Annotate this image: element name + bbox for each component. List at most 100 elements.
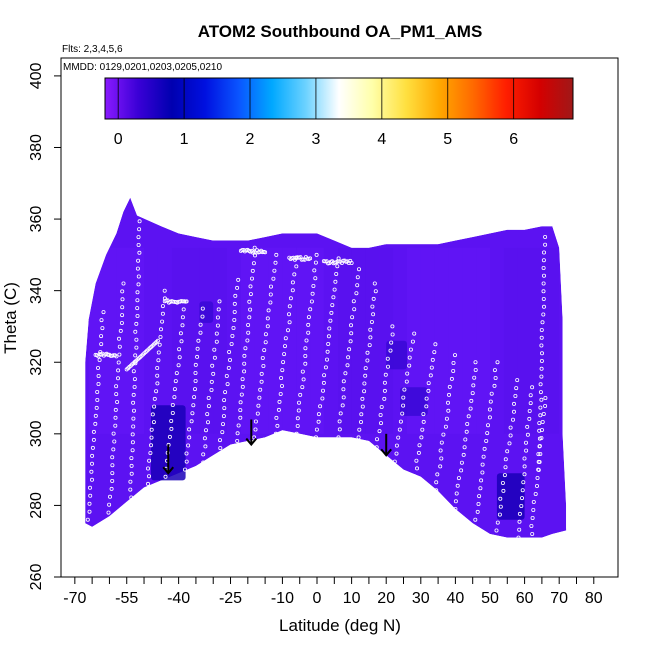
sample-point	[217, 438, 222, 443]
sample-point	[205, 420, 210, 425]
sample-point	[187, 427, 192, 432]
field-column	[337, 247, 352, 434]
sample-point	[351, 299, 356, 304]
sample-point	[517, 511, 522, 516]
sample-point	[316, 412, 321, 417]
sample-point	[408, 347, 413, 352]
sample-point	[530, 385, 535, 390]
sample-point	[215, 323, 220, 328]
sample-point	[295, 416, 300, 421]
sample-point	[300, 385, 305, 390]
sample-point	[111, 431, 116, 436]
field-column	[199, 247, 214, 434]
field-column	[420, 247, 435, 434]
x-tick-label: -25	[219, 590, 242, 607]
sample-point	[285, 328, 290, 333]
sample-point	[252, 245, 257, 250]
sample-point	[120, 297, 125, 302]
sample-point	[130, 448, 135, 453]
dates-note: MMDD: 0129,0201,0203,0205,0210	[63, 62, 222, 73]
y-tick-label: 320	[28, 349, 45, 376]
sample-point	[133, 353, 138, 358]
sample-point	[148, 450, 153, 455]
sample-point	[543, 403, 548, 408]
sample-point	[530, 532, 535, 537]
sample-point	[287, 304, 292, 309]
sample-point	[279, 375, 284, 380]
marker-arrow-head	[380, 448, 392, 457]
sample-point	[290, 288, 295, 293]
sample-point	[85, 517, 90, 522]
sample-point	[128, 479, 133, 484]
sample-point	[538, 405, 543, 410]
sample-point	[372, 281, 377, 286]
x-tick-label: 40	[446, 590, 464, 607]
sample-point	[510, 417, 515, 422]
sample-point	[407, 355, 412, 360]
sample-point	[87, 509, 92, 514]
sample-point	[459, 468, 464, 473]
sample-point	[218, 446, 223, 451]
sample-point	[193, 370, 198, 375]
sample-point	[240, 384, 245, 389]
sample-point	[538, 382, 543, 387]
sample-point	[162, 288, 167, 293]
sample-point	[390, 324, 395, 329]
sample-point	[216, 307, 221, 312]
sample-point	[179, 339, 184, 344]
sample-point	[394, 443, 399, 448]
sample-point	[314, 427, 319, 432]
sample-point	[146, 474, 151, 479]
sample-point	[236, 423, 241, 428]
sample-point	[236, 277, 241, 282]
sample-point	[359, 412, 364, 417]
sample-point	[522, 472, 527, 477]
sample-point	[282, 344, 287, 349]
sample-point	[129, 463, 134, 468]
sample-point	[96, 373, 101, 378]
sample-point	[90, 453, 95, 458]
sample-point	[535, 475, 540, 480]
sample-point	[329, 310, 334, 315]
sample-point	[226, 365, 231, 370]
sample-point	[492, 368, 497, 373]
x-tick-label: 60	[516, 590, 534, 607]
sample-point	[202, 436, 207, 441]
sample-point	[209, 379, 214, 384]
sample-point	[137, 250, 142, 255]
sample-point	[294, 264, 299, 269]
sample-point	[252, 435, 257, 440]
sample-point	[222, 406, 227, 411]
sample-point	[383, 372, 388, 377]
sample-point	[232, 317, 237, 322]
sample-point	[192, 387, 197, 392]
sample-point	[515, 378, 520, 383]
sample-point	[531, 499, 536, 504]
field-column	[240, 247, 255, 434]
sample-point	[97, 357, 102, 362]
sample-point	[326, 334, 331, 339]
sample-point	[242, 369, 247, 374]
sample-point	[172, 387, 177, 392]
sample-point	[540, 351, 545, 356]
sample-points	[85, 195, 548, 540]
sample-point	[472, 375, 477, 380]
sample-point	[222, 398, 227, 403]
sample-point	[242, 361, 247, 366]
sample-point	[487, 407, 492, 412]
sample-point	[462, 445, 467, 450]
sample-point	[358, 419, 363, 424]
sample-point	[200, 314, 205, 319]
sample-point	[542, 273, 547, 278]
sample-point	[541, 281, 546, 286]
sample-point	[229, 341, 234, 346]
sample-point	[238, 408, 243, 413]
sample-point	[221, 414, 226, 419]
sample-point	[334, 271, 339, 276]
sample-point	[282, 352, 287, 357]
sample-point	[227, 349, 232, 354]
sample-point	[119, 320, 124, 325]
sample-point	[118, 328, 123, 333]
sample-point	[235, 438, 240, 443]
sample-point	[536, 459, 541, 464]
